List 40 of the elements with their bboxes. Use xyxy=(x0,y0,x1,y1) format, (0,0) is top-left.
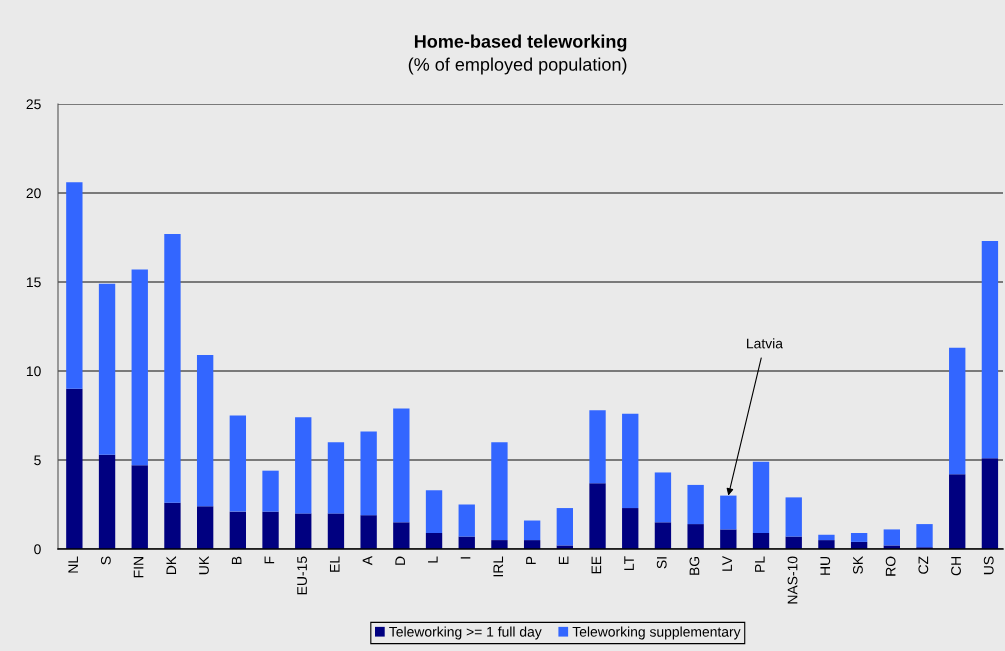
x-tick-label: A xyxy=(362,555,373,566)
x-tick-label: US xyxy=(983,556,994,575)
x-tick-label: CH xyxy=(951,557,961,576)
x-tick-label: RO xyxy=(885,556,896,576)
x-tick-label: CZ xyxy=(918,556,929,574)
x-tick-label: SI xyxy=(656,557,667,569)
y-tick-label: 5 xyxy=(34,455,41,466)
x-tick-label: EU-15 xyxy=(297,556,307,595)
x-tick-label: PL xyxy=(755,556,765,572)
x-tick-label: EL xyxy=(329,556,340,572)
x-tick-label: HU xyxy=(820,557,831,575)
x-tick-label: B xyxy=(231,556,242,565)
x-tick-label: L xyxy=(428,556,438,563)
y-tick-label: 15 xyxy=(26,277,41,288)
x-tick-label: UK xyxy=(199,556,209,575)
x-tick-label: F xyxy=(264,556,275,564)
legend-label: Teleworking >= 1 full day xyxy=(389,626,542,640)
y-tick-label: 25 xyxy=(26,99,41,110)
chart-subtitle: (% of employed population) xyxy=(408,57,627,75)
x-tick-label: D xyxy=(395,556,405,565)
x-tick-label: E xyxy=(558,556,569,565)
x-tick-label: FIN xyxy=(133,557,144,578)
x-tick-label: NL xyxy=(68,556,78,573)
y-tick-label: 0 xyxy=(34,544,41,555)
x-tick-label: NAS-10 xyxy=(787,556,798,604)
legend-label: Teleworking supplementary xyxy=(572,626,741,640)
y-tick-label: 10 xyxy=(26,366,41,377)
y-tick-label: 20 xyxy=(26,188,41,199)
x-tick-label: SK xyxy=(853,556,863,574)
x-tick-label: LV xyxy=(722,556,732,571)
x-tick-label: I xyxy=(460,557,471,559)
x-tick-label: IRL xyxy=(493,556,504,577)
x-tick-label: LT xyxy=(624,556,634,570)
x-tick-label: EE xyxy=(591,556,602,574)
x-tick-label: BG xyxy=(689,556,700,575)
chart-title: Home-based teleworking xyxy=(414,34,627,52)
annotation: Latvia xyxy=(747,338,783,349)
x-tick-label: DK xyxy=(166,556,177,575)
x-tick-label: P xyxy=(526,556,536,565)
x-tick-label: S xyxy=(100,556,111,565)
